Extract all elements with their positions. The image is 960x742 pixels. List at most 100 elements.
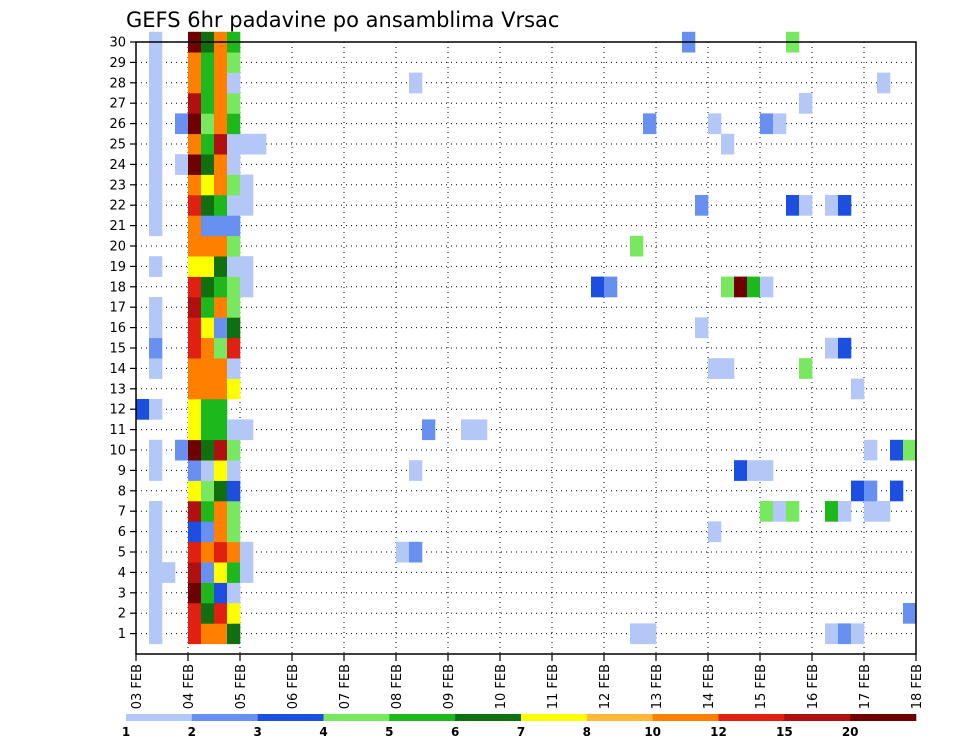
precip-cell (240, 419, 254, 441)
y-tick-label: 14 (109, 362, 126, 377)
x-tick-label: 08 FEB (390, 664, 405, 709)
precip-cell (214, 460, 228, 481)
precip-cell (201, 419, 215, 441)
precip-cell (149, 154, 163, 175)
precip-cell (201, 480, 215, 502)
precip-cell (227, 378, 241, 400)
precip-cell (409, 460, 423, 481)
precip-cell (799, 93, 813, 114)
precip-cell (214, 133, 228, 155)
precip-cell (786, 195, 800, 216)
y-tick-label: 11 (109, 423, 126, 438)
x-tick-label: 10 FEB (494, 664, 509, 709)
precip-cell (227, 317, 241, 339)
precip-cell (227, 113, 241, 135)
precip-cell (227, 235, 241, 257)
precip-cell (188, 562, 202, 583)
colorbar-label: 5 (385, 725, 393, 739)
precip-cell (201, 562, 215, 583)
precip-cell (188, 582, 202, 604)
precip-cell (227, 174, 241, 196)
y-tick-label: 12 (109, 403, 126, 418)
colorbar-segment (323, 714, 390, 721)
precip-cell (643, 113, 657, 135)
precip-cell (227, 133, 241, 155)
precip-cell (747, 460, 761, 481)
precip-cell (851, 378, 865, 400)
precip-cell (201, 297, 215, 318)
precip-cell (201, 256, 215, 277)
y-axis-ticks: 1234567891011121314151617181920212223242… (109, 36, 136, 642)
precip-cell (201, 113, 215, 135)
colorbar-segment (718, 714, 785, 721)
precip-cell (461, 419, 475, 441)
precip-cell (201, 358, 215, 379)
x-tick-label: 17 FEB (858, 664, 873, 709)
y-tick-label: 2 (118, 607, 126, 622)
precip-cell (201, 317, 215, 339)
precip-cell (188, 174, 202, 196)
x-tick-label: 15 FEB (754, 664, 769, 709)
precip-cell (227, 297, 241, 318)
precip-cell (227, 582, 241, 604)
colorbar-segment (257, 714, 324, 721)
precip-cell (214, 113, 228, 135)
precip-cell (188, 358, 202, 379)
precip-cell (240, 195, 254, 216)
precip-cell (201, 501, 215, 522)
colorbar: 1 2 3 4 5 6 7 8 10 12 15 20 (122, 714, 917, 739)
precip-cell (149, 317, 163, 339)
precip-cell (227, 276, 241, 298)
precip-cell (201, 623, 215, 645)
precip-cell (227, 52, 241, 73)
y-tick-label: 20 (109, 240, 126, 255)
precip-cell (825, 501, 839, 522)
precip-cell (734, 276, 748, 298)
precip-cell (149, 541, 163, 563)
precip-cell (188, 215, 202, 237)
precip-cell (188, 603, 202, 624)
colorbar-segment (389, 714, 456, 721)
precip-cell (188, 93, 202, 114)
precip-cell (175, 154, 189, 175)
precip-cell (201, 215, 215, 237)
y-tick-label: 19 (109, 260, 126, 275)
y-tick-label: 6 (118, 525, 126, 540)
precip-cell (604, 276, 618, 298)
precip-cell (877, 72, 891, 94)
colorbar-segment (784, 714, 851, 721)
y-tick-label: 22 (109, 199, 126, 214)
precip-cell (838, 501, 852, 522)
precip-cell (188, 378, 202, 400)
y-tick-label: 29 (109, 56, 126, 71)
precip-cell (214, 541, 228, 563)
precip-cell (695, 195, 709, 216)
precip-cell (409, 541, 423, 563)
precip-cell (227, 480, 241, 502)
precip-cell (864, 480, 878, 502)
precip-cell (214, 480, 228, 502)
precip-cell (760, 460, 774, 481)
precip-cell (838, 623, 852, 645)
precip-cell (240, 276, 254, 298)
x-tick-label: 11 FEB (546, 664, 561, 709)
colorbar-segment (191, 714, 258, 721)
precip-cell (149, 93, 163, 114)
precip-cell (188, 480, 202, 502)
chart-title: GEFS 6hr padavine po ansamblima Vrsac (126, 8, 559, 32)
precip-cell (188, 195, 202, 216)
precip-cell (422, 419, 436, 441)
precip-cell (214, 603, 228, 624)
y-tick-label: 1 (118, 627, 126, 642)
precip-cell (773, 501, 787, 522)
precip-cell (240, 562, 254, 583)
precip-cell (188, 501, 202, 522)
precip-cell (214, 195, 228, 216)
y-tick-label: 9 (118, 464, 126, 479)
y-tick-label: 10 (109, 444, 126, 459)
precip-cell (149, 460, 163, 481)
precip-cell (214, 521, 228, 543)
precip-cell (201, 93, 215, 114)
precip-cell (214, 215, 228, 237)
